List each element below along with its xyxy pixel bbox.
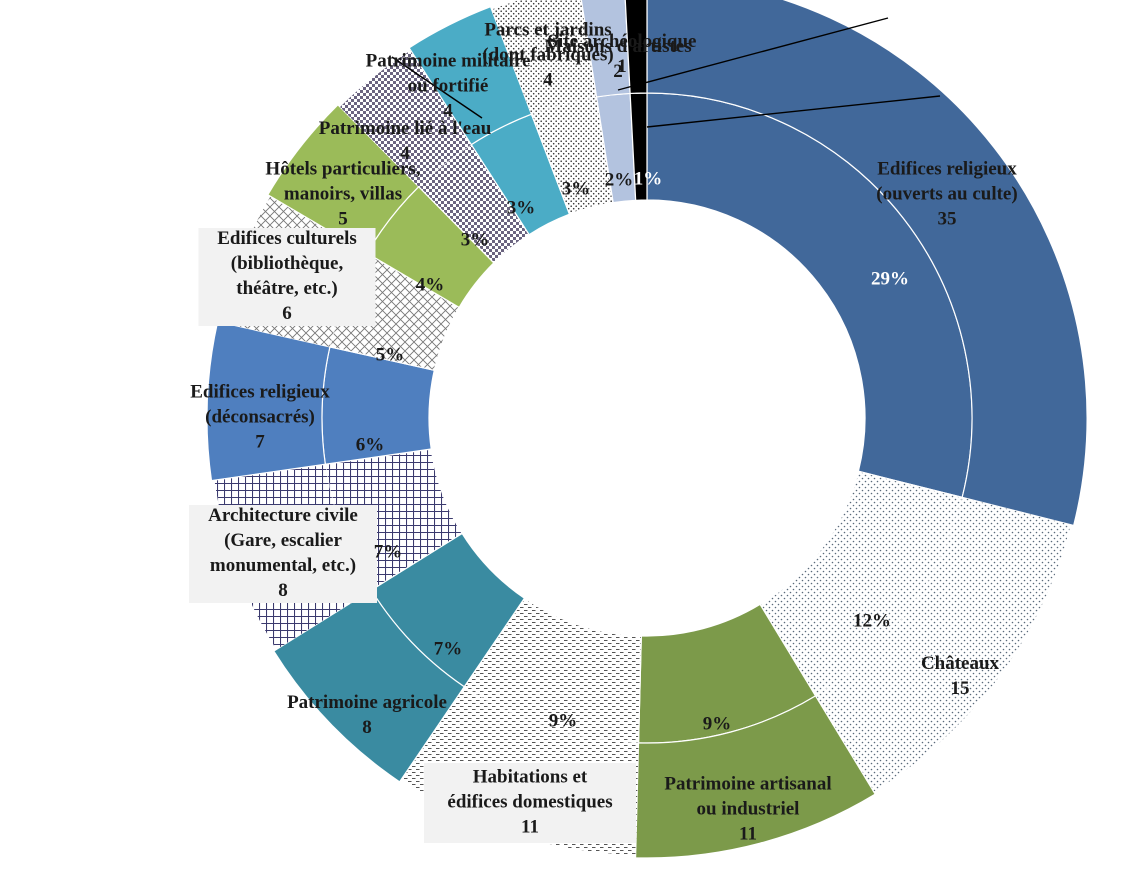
data-label-text: Edifices religieux	[877, 158, 1017, 179]
percent-label: 2%	[605, 169, 634, 190]
data-label-text: monumental, etc.)	[210, 555, 356, 576]
data-label-text: Patrimoine militaire	[366, 50, 531, 71]
data-label-value: 1	[617, 56, 627, 77]
percent-label: 12%	[853, 610, 891, 631]
outer-ring-segment	[272, 589, 466, 783]
data-label: Edifices religieux (ouverts au culte) 35	[876, 158, 1017, 229]
percent-label: 9%	[549, 710, 578, 731]
data-label: Parcs et jardins (dont fabriques) 4	[482, 19, 613, 90]
data-label-value: 8	[278, 580, 288, 601]
data-label-text: Parcs et jardins	[484, 19, 611, 40]
data-label-value: 6	[282, 303, 292, 324]
data-label-value: 35	[938, 208, 957, 229]
data-label: Patrimoine lié à l'eau 4	[319, 118, 492, 164]
data-label: Architecture civile (Gare, escalier monume…	[208, 505, 358, 601]
data-label: Patrimoine artisanal ou industriel 11	[664, 773, 831, 844]
percent-label: 3%	[461, 229, 490, 250]
slice-patrimoine-artisanal-ou-industriel	[634, 603, 877, 859]
percent-label: 1%	[634, 168, 663, 189]
data-label-text: ou industriel	[697, 798, 800, 819]
percent-label: 7%	[434, 638, 463, 659]
data-label: Site archéologique 1	[547, 31, 696, 77]
slice-patrimoine-militaire-ou-fortifi	[408, 5, 571, 236]
outer-ring-segment	[624, 0, 648, 95]
data-label: Habitations et édifices domestiques 11	[447, 766, 612, 837]
data-label-text: théâtre, etc.)	[236, 278, 337, 299]
data-label-text: Edifices religieux	[190, 381, 330, 402]
percent-label: 5%	[376, 344, 405, 365]
data-label-value: 15	[951, 678, 970, 699]
outer-ring-segment	[646, 0, 1088, 527]
data-label: Edifices culturels (bibliothèque, théâtre,…	[217, 228, 357, 324]
leader-line	[391, 56, 483, 119]
data-label-text: (bibliothèque,	[231, 253, 344, 274]
leader-line	[646, 95, 941, 128]
slice-edifices-religieux-d-consacr-s	[206, 320, 436, 482]
data-label: Patrimoine agricole 8	[287, 692, 447, 738]
data-label: Edifices religieux (déconsacrés) 7	[190, 381, 330, 452]
data-label-value: 2	[613, 61, 623, 82]
outer-ring-segment	[408, 5, 533, 146]
percent-label: 29%	[871, 268, 909, 289]
leader-line	[617, 17, 889, 91]
data-label-value: 11	[521, 816, 539, 837]
data-label-text: Châteaux	[921, 653, 1000, 674]
percent-label: 3%	[507, 197, 536, 218]
data-label-text: Edifices culturels	[217, 228, 357, 249]
data-label-text: ou fortifié	[408, 75, 489, 96]
data-label-value: 5	[338, 208, 348, 229]
outer-ring-segment	[815, 497, 1071, 792]
data-label-text: Hôtels particuliers,	[265, 158, 420, 179]
outer-ring-segment	[491, 0, 597, 115]
data-label-text: Patrimoine lié à l'eau	[319, 118, 492, 139]
data-label-text: (dont fabriques)	[482, 44, 613, 65]
label-box	[424, 763, 636, 843]
data-label-text: Architecture civile	[208, 505, 358, 526]
outer-ring-segment	[634, 695, 877, 859]
data-label-text: Patrimoine artisanal	[664, 773, 831, 794]
data-label-value: 8	[362, 717, 372, 738]
slice-parcs-et-jardins-dont-fabriques	[491, 0, 614, 216]
label-box	[198, 228, 376, 326]
percent-label: 6%	[356, 434, 385, 455]
data-label-value: 11	[739, 823, 757, 844]
data-label: Hôtels particuliers, manoirs, villas 5	[265, 158, 420, 229]
data-label-text: édifices domestiques	[447, 791, 612, 812]
data-label-text: (Gare, escalier	[224, 530, 342, 551]
data-label-text: (ouverts au culte)	[876, 183, 1017, 204]
data-label-text: Patrimoine agricole	[287, 692, 447, 713]
data-label-text: Maisons d'artistes	[544, 36, 691, 57]
data-label-value: 4	[400, 143, 410, 164]
slice-patrimoine-agricole	[272, 532, 526, 783]
percent-label: 3%	[562, 178, 591, 199]
data-label: Patrimoine militaire ou fortifié 4	[366, 50, 531, 121]
data-label-value: 4	[543, 69, 553, 90]
data-label-value: 7	[255, 431, 265, 452]
data-label-text: Habitations et	[473, 766, 588, 787]
slice-site-arch-ologique	[624, 0, 648, 201]
percent-label: 4%	[416, 274, 445, 295]
data-label-value: 4	[443, 100, 453, 121]
outer-ring-segment	[340, 50, 472, 187]
data-label-text: (déconsacrés)	[205, 406, 315, 427]
data-label-text: manoirs, villas	[284, 183, 402, 204]
label-box	[189, 505, 377, 603]
slice-edifices-religieux-ouverts-au-culte	[646, 0, 1088, 527]
percent-label: 9%	[703, 713, 732, 734]
slice-h-tels-particuliers-manoirs-villas	[267, 104, 495, 309]
data-label-text: Site archéologique	[547, 31, 696, 52]
percent-label: 7%	[374, 541, 403, 562]
slice-maisons-d-artistes	[580, 0, 637, 204]
data-label: Châteaux 15	[921, 653, 1000, 699]
data-label: Maisons d'artistes 2	[544, 36, 691, 82]
